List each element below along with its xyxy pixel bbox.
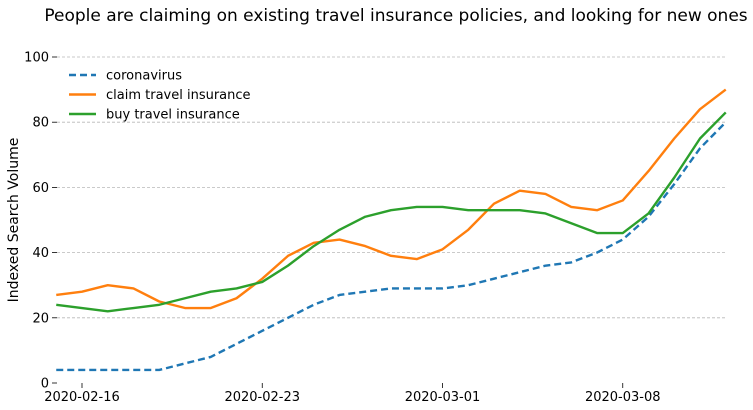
series-line-buy-travel-insurance — [56, 111, 727, 313]
x-tick-label: 2020-03-08 — [585, 390, 661, 405]
legend-label: coronavirus — [106, 69, 182, 84]
legend: coronavirus claim travel insurance buy tra… — [69, 69, 251, 123]
y-tick-label: 20 — [32, 311, 49, 326]
series-layer — [56, 88, 727, 372]
x-tick-label: 2020-02-23 — [224, 390, 300, 405]
y-tick-label: 100 — [24, 51, 49, 66]
legend-label: buy travel insurance — [106, 108, 240, 123]
x-axis-ticks: 2020-02-16 2020-02-23 2020-03-01 2020-03-08 — [44, 383, 661, 405]
x-tick-label: 2020-02-16 — [44, 390, 120, 405]
series-line-coronavirus — [56, 121, 727, 372]
y-tick-label: 80 — [32, 116, 49, 131]
chart-title: People are claiming on existing travel i… — [44, 6, 747, 26]
y-tick-label: 60 — [32, 181, 49, 196]
y-tick-label: 0 — [41, 377, 49, 392]
grid-layer — [57, 56, 727, 319]
y-axis-ticks: 0 20 40 60 80 100 — [24, 51, 57, 392]
legend-label: claim travel insurance — [106, 88, 251, 103]
x-tick-label: 2020-03-01 — [405, 390, 481, 405]
y-tick-label: 40 — [32, 246, 49, 261]
y-axis-label: Indexed Search Volume — [6, 138, 22, 303]
